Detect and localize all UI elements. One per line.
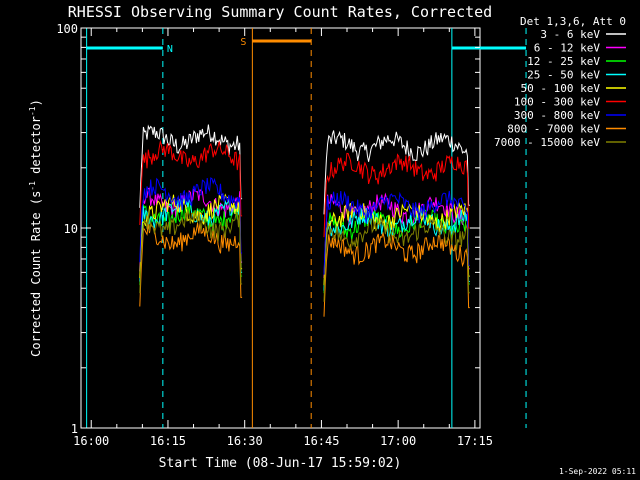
x-axis-label: Start Time (08-Jun-17 15:59:02) bbox=[159, 456, 402, 471]
legend-entry-label: 300 - 800 keV bbox=[514, 109, 600, 122]
y-tick-label: 100 bbox=[56, 22, 78, 36]
x-tick-label: 16:30 bbox=[227, 434, 263, 448]
axes: 16:00 16:15 16:30 16:45 17:00 17:15 1 10 100 bbox=[56, 22, 493, 448]
series-line bbox=[139, 222, 470, 317]
series-line bbox=[139, 177, 470, 275]
y-axis-label: Corrected Count Rate (s-1 detector-1) bbox=[28, 99, 43, 357]
flag-lines: NS bbox=[86, 28, 527, 428]
series-line bbox=[139, 139, 470, 238]
legend-entry-label: 50 - 100 keV bbox=[521, 82, 601, 95]
legend-entry-label: 800 - 7000 keV bbox=[507, 123, 600, 136]
legend-entry-label: 100 - 300 keV bbox=[514, 96, 600, 109]
y-tick-label: 10 bbox=[64, 222, 78, 236]
data-series bbox=[139, 124, 470, 317]
legend-entry-label: 7000 - 15000 keV bbox=[494, 136, 600, 149]
footer-date: 1-Sep-2022 05:11 bbox=[559, 467, 636, 476]
x-tick-label: 16:15 bbox=[150, 434, 186, 448]
y-tick-label: 1 bbox=[71, 422, 78, 436]
x-tick-label: 17:00 bbox=[380, 434, 416, 448]
flag-label: N bbox=[167, 44, 173, 55]
x-tick-label: 17:15 bbox=[457, 434, 493, 448]
x-tick-label: 16:00 bbox=[73, 434, 109, 448]
legend-entry-label: 25 - 50 keV bbox=[527, 69, 600, 82]
chart-title: RHESSI Observing Summary Count Rates, Co… bbox=[68, 3, 492, 21]
legend-entry-label: 3 - 6 keV bbox=[540, 28, 600, 41]
series-line bbox=[139, 209, 470, 302]
legend-header: Det 1,3,6, Att 0 bbox=[520, 15, 626, 28]
flag-label: S bbox=[240, 37, 246, 48]
x-tick-label: 16:45 bbox=[303, 434, 339, 448]
legend-entry-label: 12 - 25 keV bbox=[527, 55, 600, 68]
series-line bbox=[139, 124, 470, 215]
legend-entry-label: 6 - 12 keV bbox=[534, 42, 601, 55]
